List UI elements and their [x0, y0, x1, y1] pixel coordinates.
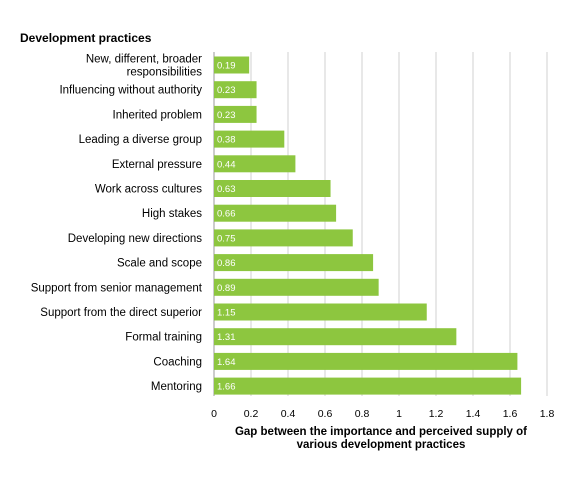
- category-label: Work across cultures: [95, 184, 202, 196]
- bar: [214, 130, 285, 148]
- value-label: 0.89: [217, 283, 236, 294]
- value-label: 0.63: [217, 184, 236, 195]
- bar: [214, 229, 353, 247]
- x-tick-label: 1.8: [540, 408, 555, 420]
- x-tick-label: 0.4: [281, 408, 296, 420]
- category-label: Developing new directions: [68, 233, 202, 245]
- value-label: 0.66: [217, 209, 236, 220]
- value-label: 0.23: [217, 85, 236, 96]
- x-tick-label: 1: [396, 408, 402, 420]
- bar: [214, 278, 379, 296]
- category-label: Formal training: [125, 332, 202, 344]
- x-tick-label: 0.2: [244, 408, 259, 420]
- bar: [214, 56, 250, 74]
- bar: [214, 81, 257, 99]
- x-tick-label: 1.2: [429, 408, 444, 420]
- value-label: 1.66: [217, 382, 236, 393]
- bar: [214, 328, 457, 346]
- x-axis-title-line-1: Gap between the importance and perceived…: [235, 426, 527, 438]
- value-label: 1.31: [217, 332, 236, 343]
- category-label: Support from senior management: [31, 282, 203, 294]
- category-label: Inherited problem: [113, 109, 203, 121]
- x-tick-label: 1.4: [466, 408, 481, 420]
- bar: [214, 303, 427, 321]
- value-labels: 0.19 0.23 0.23 0.38 0.44 0.63 0.66 0.75 0.86 0.89…: [217, 61, 236, 393]
- value-label: 0.75: [217, 233, 236, 244]
- category-label: Support from the direct superior: [40, 307, 202, 319]
- bar: [214, 254, 374, 272]
- category-label: New, different, broader: [86, 54, 202, 66]
- category-label: External pressure: [112, 159, 202, 171]
- category-label: Scale and scope: [117, 258, 202, 270]
- value-label: 0.23: [217, 110, 236, 121]
- bar: [214, 352, 518, 370]
- value-label: 1.64: [217, 357, 236, 368]
- x-axis-ticks: 0 0.2 0.4 0.6 0.8 1 1.2 1.4 1.6 1.8: [211, 408, 554, 420]
- category-axis-title: Development practices: [20, 31, 152, 45]
- bar: [214, 204, 337, 222]
- value-label: 0.19: [217, 61, 236, 72]
- category-label: High stakes: [142, 208, 202, 220]
- bar: [214, 180, 331, 197]
- value-label: 0.38: [217, 135, 236, 146]
- bar: [214, 155, 296, 173]
- category-label: Coaching: [153, 356, 202, 368]
- x-tick-label: 0.6: [318, 408, 333, 420]
- x-tick-label: 0: [211, 408, 217, 420]
- x-tick-label: 0.8: [355, 408, 370, 420]
- x-axis-title-line-2: various development practices: [297, 439, 466, 451]
- category-label: Leading a diverse group: [79, 134, 202, 146]
- bar: [214, 377, 522, 395]
- x-tick-label: 1.6: [503, 408, 518, 420]
- value-label: 1.15: [217, 308, 236, 319]
- category-label: Influencing without authority: [59, 85, 202, 97]
- category-label: Mentoring: [151, 381, 202, 393]
- bars: [214, 56, 522, 395]
- value-label: 0.86: [217, 258, 236, 269]
- category-label: responsibilities: [127, 67, 203, 79]
- value-label: 0.44: [217, 159, 236, 170]
- bar: [214, 105, 257, 123]
